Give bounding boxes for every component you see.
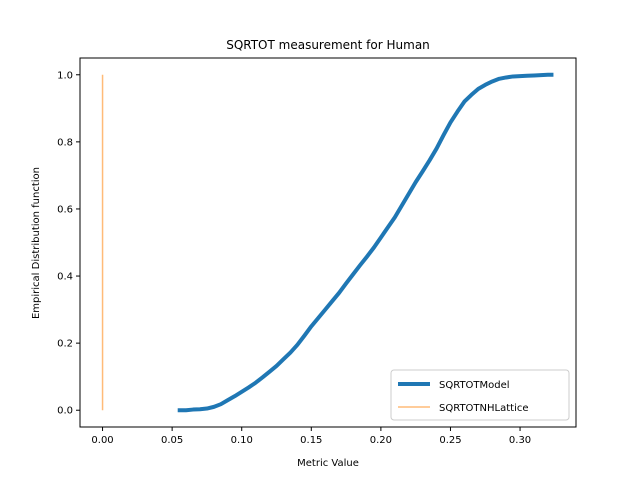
y-axis-ticks: 0.0 0.2 0.4 0.6 0.8 1.0 xyxy=(57,70,80,417)
x-axis-ticks: 0.00 0.05 0.10 0.15 0.20 0.25 0.30 xyxy=(91,427,531,446)
x-tick-label: 0.30 xyxy=(509,435,531,446)
legend: SQRTOTModel SQRTOTNHLattice xyxy=(390,369,570,421)
y-tick-label: 0.2 xyxy=(57,339,73,350)
legend-box xyxy=(390,369,570,421)
x-tick-label: 0.15 xyxy=(300,435,322,446)
plot-area: 0.00 0.05 0.10 0.15 0.20 0.25 0.30 0.00.20.40.… xyxy=(57,57,577,446)
x-tick-label: 0.20 xyxy=(370,435,392,446)
x-axis-label: Metric Value xyxy=(297,458,359,469)
y-axis-label: Empirical Distribution function xyxy=(31,167,42,319)
series-layer xyxy=(101,72,554,413)
chart-title: SQRTOT measurement for Human xyxy=(226,38,430,52)
x-tick-label: 0.25 xyxy=(439,435,461,446)
y-tick-label: 1.0 xyxy=(57,70,73,81)
axes-frame xyxy=(79,57,577,428)
x-tick-label: 0.10 xyxy=(231,435,253,446)
y-tick-label: 0.0 xyxy=(57,406,73,417)
y-tick-label: 0.8 xyxy=(57,137,73,148)
y-tick-label: 0.6 xyxy=(57,204,73,215)
legend-label-sqrtotmodel: SQRTOTModel xyxy=(439,380,510,391)
x-tick-label: 0.05 xyxy=(161,435,183,446)
series-line-sqrtotmodel xyxy=(177,72,554,413)
x-tick-label: 0.00 xyxy=(91,435,113,446)
y-tick-label: 0.4 xyxy=(57,272,73,283)
legend-label-sqrtotnhlattice: SQRTOTNHLattice xyxy=(439,403,529,414)
